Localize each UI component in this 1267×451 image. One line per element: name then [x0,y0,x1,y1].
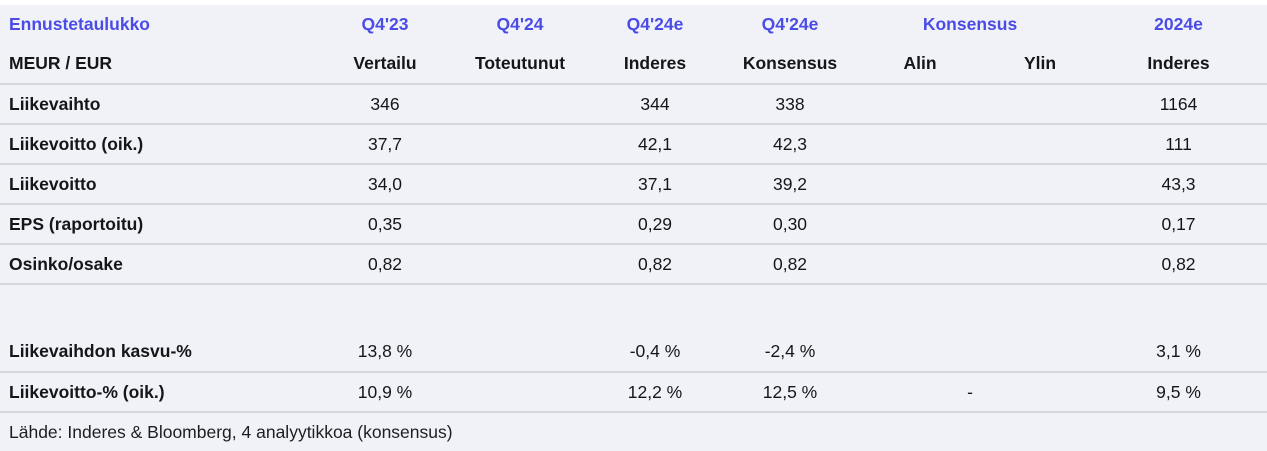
cell: -0,4 % [580,332,730,373]
cell: 12,2 % [580,372,730,413]
cell: 344 [580,84,730,125]
cell [990,204,1091,245]
row-label: Liikevaihdon kasvu-% [0,332,310,373]
cell: 37,7 [310,124,460,165]
cell [990,332,1091,373]
cell: 9,5 % [1090,372,1267,413]
row-label: Osinko/osake [0,244,310,285]
row-label: Liikevoitto-% (oik.) [0,372,310,413]
cell: 0,82 [1090,244,1267,285]
cell [990,124,1091,165]
forecast-table: Ennustetaulukko Q4'23 Q4'24 Q4'24e Q4'24… [0,5,1267,451]
row-label: Liikevoitto (oik.) [0,124,310,165]
cell: 0,29 [580,204,730,245]
table-row-liikevoitto: Liikevoitto 34,0 37,1 39,2 43,3 [0,164,1267,205]
table-row-liikevoitto-oik: Liikevoitto (oik.) 37,7 42,1 42,3 111 [0,124,1267,165]
table-row-osinko: Osinko/osake 0,82 0,82 0,82 0,82 [0,244,1267,285]
cell: 42,3 [730,124,850,165]
cell: 0,82 [580,244,730,285]
cell [310,284,1267,332]
cell: 0,35 [310,204,460,245]
cell: 111 [1090,124,1267,165]
cell [850,164,990,205]
cell [460,164,580,205]
cell [460,204,580,245]
cell: 346 [310,84,460,125]
cell: 39,2 [730,164,850,205]
table-row-eps: EPS (raportoitu) 0,35 0,29 0,30 0,17 [0,204,1267,245]
header-subcolumn-row: MEUR / EUR Vertailu Toteutunut Inderes K… [0,44,1267,85]
cell: 43,3 [1090,164,1267,205]
col-group-q4-24e-konsensus: Q4'24e [761,14,819,34]
cell: 37,1 [580,164,730,205]
table-row-liikevaihto: Liikevaihto 346 344 338 1164 [0,84,1267,125]
cell: 12,5 % [730,372,850,413]
cell [460,332,580,373]
cell [850,332,990,373]
cell: 10,9 % [310,372,460,413]
cell [460,84,580,125]
cell: -2,4 % [730,332,850,373]
cell [850,84,990,125]
cell [460,372,580,413]
cell: 3,1 % [1090,332,1267,373]
cell: 13,8 % [310,332,460,373]
cell [460,244,580,285]
col-header-alin: Alin [850,44,990,85]
row-label: Liikevaihto [0,84,310,125]
cell: 0,17 [1090,204,1267,245]
cell: 0,30 [730,204,850,245]
cell [990,84,1091,125]
col-header-vertailu: Vertailu [310,44,460,85]
row-label: Liikevoitto [0,164,310,205]
cell [460,124,580,165]
cell [990,164,1091,205]
col-group-konsensus: Konsensus [922,14,1018,34]
row-label: EPS (raportoitu) [0,204,310,245]
cell [990,244,1091,285]
cell: 34,0 [310,164,460,205]
col-group-q4-23: Q4'23 [361,14,409,34]
row-label [0,284,310,332]
col-group-q4-24e-inderes: Q4'24e [626,14,684,34]
cell [850,244,990,285]
cell-konsensus-range: - [850,372,1091,413]
cell: 338 [730,84,850,125]
cell: 0,82 [730,244,850,285]
cell: 42,1 [580,124,730,165]
col-header-inderes: Inderes [580,44,730,85]
cell [850,124,990,165]
table-row-liikevaihdon-kasvu: Liikevaihdon kasvu-% 13,8 % -0,4 % -2,4 … [0,332,1267,373]
cell: 0,82 [310,244,460,285]
table-row-liikevoitto-pct: Liikevoitto-% (oik.) 10,9 % 12,2 % 12,5 … [0,372,1267,413]
table-title: Ennustetaulukko [9,14,150,34]
cell: 1164 [1090,84,1267,125]
unit-label: MEUR / EUR [0,44,310,85]
table-row-spacer [0,284,1267,332]
cell [850,204,990,245]
table-footer-row: Lähde: Inderes & Bloomberg, 4 analyytikk… [0,412,1267,451]
col-header-konsensus: Konsensus [730,44,850,85]
header-period-row: Ennustetaulukko Q4'23 Q4'24 Q4'24e Q4'24… [0,5,1267,44]
col-header-ylin: Ylin [990,44,1091,85]
col-group-2024e: 2024e [1154,14,1203,34]
col-header-toteutunut: Toteutunut [460,44,580,85]
col-header-inderes-2024: Inderes [1090,44,1267,85]
source-note: Lähde: Inderes & Bloomberg, 4 analyytikk… [9,421,453,442]
col-group-q4-24: Q4'24 [496,14,544,34]
